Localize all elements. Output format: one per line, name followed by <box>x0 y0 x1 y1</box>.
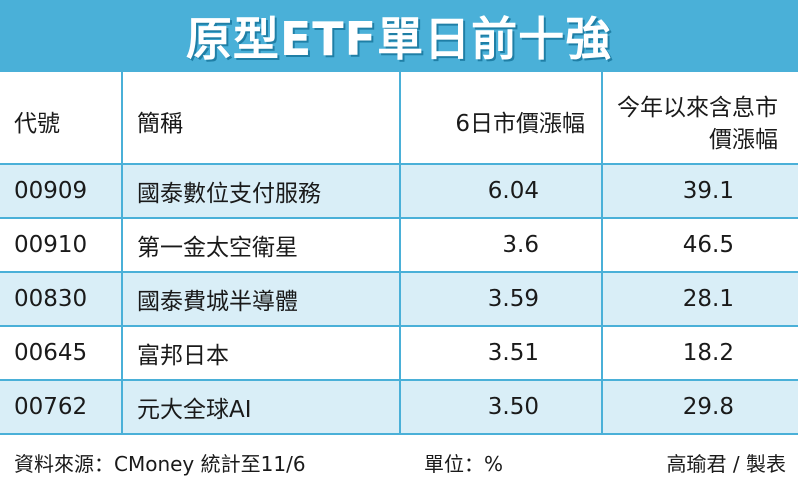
cell-name: 第一金太空衛星 <box>122 218 401 273</box>
cell-code: 00909 <box>0 164 123 219</box>
title-banner: 原型ETF單日前十強 <box>0 0 798 72</box>
cell-change-6d: 3.6 <box>400 218 603 273</box>
cell-ytd: 29.8 <box>602 380 798 435</box>
header-ytd: 今年以來含息市價漲幅 <box>602 72 798 165</box>
cell-name: 國泰數位支付服務 <box>122 164 401 219</box>
cell-code: 00910 <box>0 218 123 273</box>
etf-table: 代號 簡稱 6日市價漲幅 今年以來含息市價漲幅 00909 國泰數位支付服務 6… <box>0 72 798 435</box>
cell-ytd: 28.1 <box>602 272 798 327</box>
source-note: 資料來源：CMoney 統計至11/6 <box>14 452 306 476</box>
table-row: 00910 第一金太空衛星 3.6 46.5 <box>0 218 798 273</box>
table-row: 00830 國泰費城半導體 3.59 28.1 <box>0 272 798 327</box>
cell-name: 國泰費城半導體 <box>122 272 401 327</box>
footer: 資料來源：CMoney 統計至11/6 單位：% 高瑜君 / 製表 <box>0 440 798 480</box>
header-change-6d: 6日市價漲幅 <box>400 72 603 165</box>
cell-code: 00645 <box>0 326 123 381</box>
page-title: 原型ETF單日前十強 <box>185 12 613 66</box>
cell-change-6d: 6.04 <box>400 164 603 219</box>
cell-change-6d: 3.59 <box>400 272 603 327</box>
cell-ytd: 18.2 <box>602 326 798 381</box>
credit-note: 高瑜君 / 製表 <box>666 452 786 476</box>
cell-code: 00762 <box>0 380 123 435</box>
table-row: 00762 元大全球AI 3.50 29.8 <box>0 380 798 435</box>
table-header-row: 代號 簡稱 6日市價漲幅 今年以來含息市價漲幅 <box>0 72 798 165</box>
header-name: 簡稱 <box>122 72 401 165</box>
table-row: 00645 富邦日本 3.51 18.2 <box>0 326 798 381</box>
cell-ytd: 46.5 <box>602 218 798 273</box>
cell-code: 00830 <box>0 272 123 327</box>
cell-name: 富邦日本 <box>122 326 401 381</box>
unit-note: 單位：% <box>424 452 504 476</box>
header-code: 代號 <box>0 72 123 165</box>
cell-ytd: 39.1 <box>602 164 798 219</box>
table-row: 00909 國泰數位支付服務 6.04 39.1 <box>0 164 798 219</box>
cell-change-6d: 3.51 <box>400 326 603 381</box>
cell-change-6d: 3.50 <box>400 380 603 435</box>
cell-name: 元大全球AI <box>122 380 401 435</box>
